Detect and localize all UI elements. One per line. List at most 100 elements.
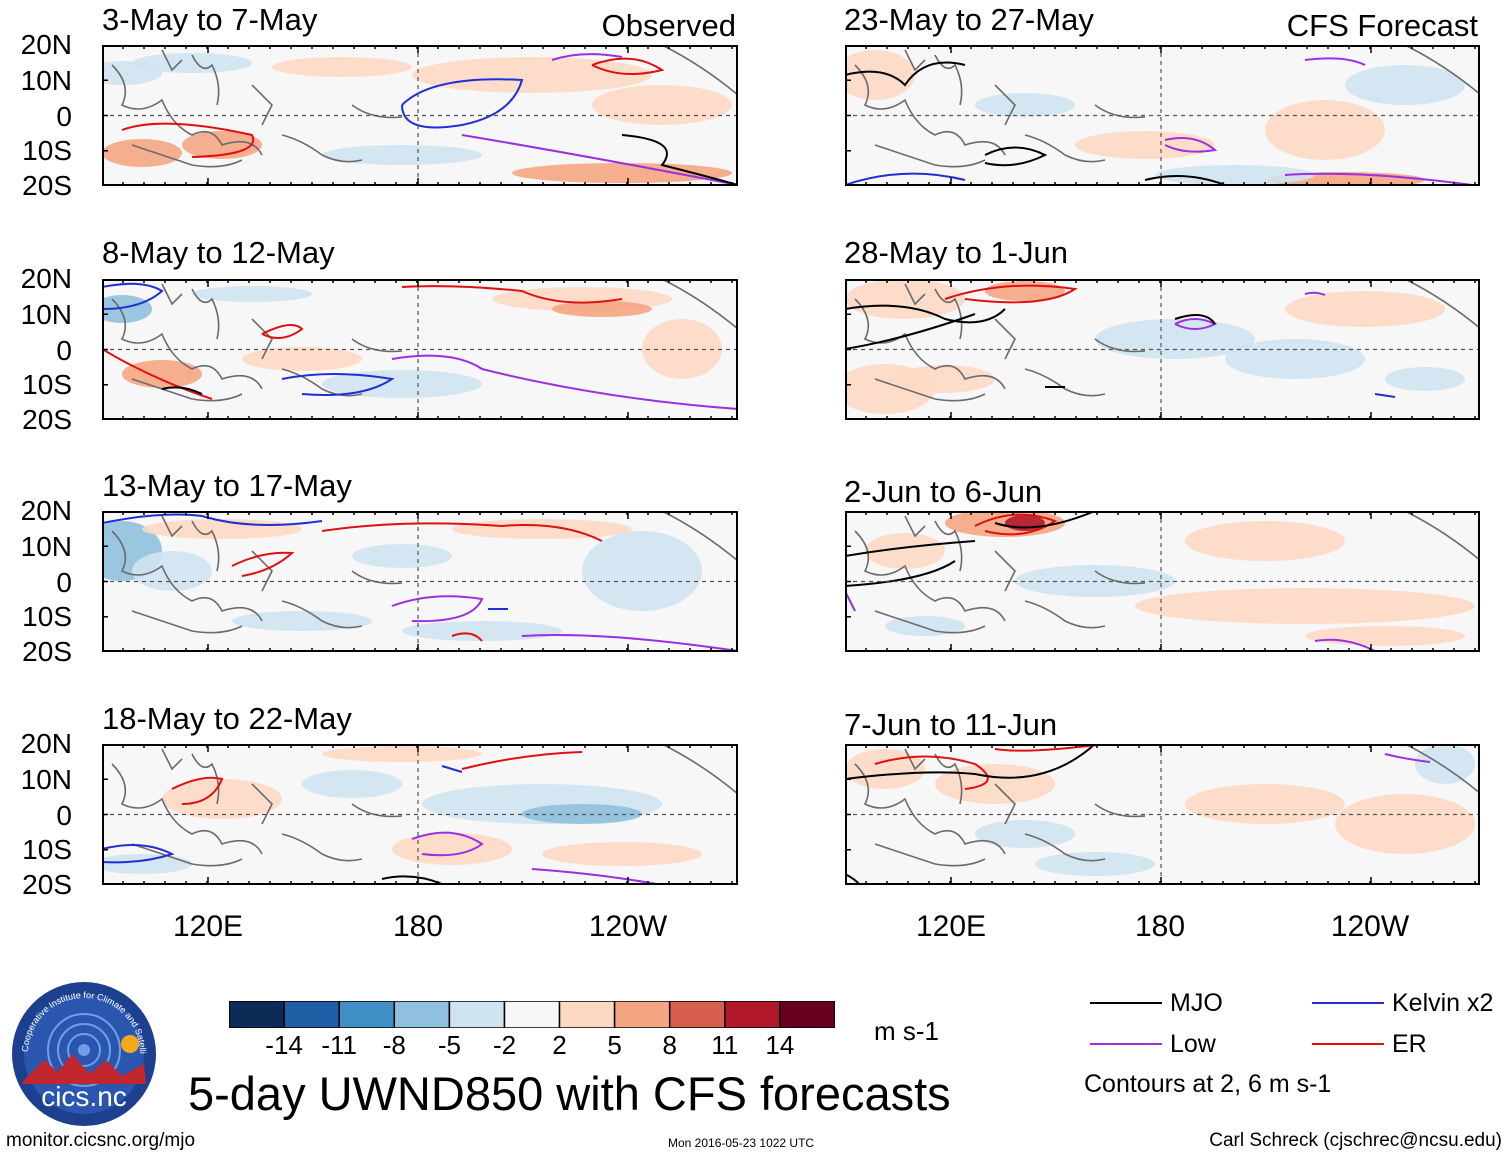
lon-label: 180: [1134, 910, 1186, 943]
wind-anomaly-shading: [582, 531, 702, 611]
colorbar-tick-label: 8: [662, 1030, 677, 1060]
wind-anomaly-shading: [592, 85, 732, 125]
lon-label: 120E: [915, 910, 987, 943]
lat-label: 10S: [22, 135, 72, 166]
wind-anomaly-shading: [122, 360, 202, 388]
lat-label: 10S: [22, 601, 72, 632]
anomaly-contour: [231, 551, 295, 577]
wind-anomaly-shading: [1135, 588, 1475, 624]
colorbar-tick-label: -2: [492, 1030, 517, 1060]
coastline: [161, 49, 183, 72]
coastline: [1404, 45, 1480, 96]
coastline: [281, 134, 363, 163]
coastline: [161, 283, 183, 306]
anomaly-contour: [994, 511, 1096, 529]
colorbar-swatch: [338, 1001, 396, 1028]
anomaly-contour: [1164, 137, 1218, 153]
colorbar-swatch: [779, 1001, 835, 1028]
lat-label: 10N: [20, 65, 72, 96]
lat-label: 0: [56, 567, 72, 598]
legend-label-mjo: MJO: [1170, 989, 1223, 1017]
lat-label: 20S: [22, 636, 72, 667]
map-panel: [102, 45, 738, 186]
legend-swatch-er: [1312, 1043, 1384, 1045]
map-panel: [845, 45, 1480, 186]
wind-anomaly-shading: [1265, 100, 1385, 160]
coastline: [1024, 368, 1106, 397]
wind-anomaly-shading: [102, 854, 192, 874]
anomaly-contour: [102, 844, 175, 864]
wind-anomaly-shading: [162, 779, 282, 819]
wind-anomaly-shading: [192, 286, 312, 302]
coastline: [661, 279, 738, 330]
coastline: [251, 318, 273, 360]
wind-anomaly-shading: [845, 749, 925, 789]
coastline: [281, 368, 363, 397]
coastline: [191, 54, 220, 106]
anomaly-contour: [551, 53, 623, 61]
coastline: [874, 843, 986, 867]
footer-url: monitor.cicsnc.org/mjo: [6, 1130, 196, 1151]
lon-label: 120W: [588, 910, 668, 943]
map-panel: [102, 279, 738, 420]
map-panel: [102, 744, 738, 885]
colorbar-tick-label: -11: [321, 1030, 358, 1060]
coastline: [874, 378, 986, 402]
coastline: [994, 783, 1016, 825]
coastline: [1404, 744, 1480, 795]
wind-anomaly-shading: [352, 544, 452, 568]
colorbar-swatch: [503, 1001, 561, 1028]
wind-anomaly-shading: [1385, 367, 1465, 391]
anomaly-contour: [391, 595, 484, 623]
wind-anomaly-shading: [1335, 794, 1475, 854]
panel-title: 13-May to 17-May: [102, 468, 352, 503]
coastline: [161, 515, 183, 538]
coastline: [904, 49, 926, 72]
colorbar-tick-label: -14: [265, 1030, 303, 1060]
anomaly-contour: [1384, 753, 1431, 763]
lat-label: 20S: [22, 869, 72, 900]
coastline: [281, 833, 363, 862]
footer-credit: Carl Schreck (cjschrec@ncsu.edu): [1209, 1130, 1502, 1151]
coastline: [251, 84, 273, 126]
map-panel: [845, 279, 1480, 420]
wind-anomaly-shading: [845, 50, 915, 100]
anomaly-contour: [845, 304, 1006, 324]
wind-anomaly-shading: [412, 57, 652, 93]
wind-anomaly-shading: [402, 621, 562, 641]
anomaly-contour: [441, 765, 463, 773]
anomaly-contour: [261, 324, 304, 339]
wind-anomaly-shading: [1185, 521, 1345, 561]
coastline: [1404, 511, 1480, 562]
anomaly-contour: [1374, 393, 1396, 398]
wind-anomaly-shading: [322, 746, 482, 762]
anomaly-contour: [874, 755, 989, 790]
anomaly-contour: [461, 751, 583, 770]
coastline: [1024, 134, 1106, 163]
panel-title: 3-May to 7-May: [102, 2, 318, 37]
colorbar-swatch: [448, 1001, 506, 1028]
colorbar-tick-label: 11: [711, 1030, 739, 1060]
wind-anomaly-shading: [272, 57, 412, 77]
coastline: [131, 610, 243, 634]
legend-swatch-low: [1090, 1043, 1162, 1045]
colorbar-swatch: [613, 1001, 671, 1028]
colorbar-tick-label: 2: [552, 1030, 567, 1060]
legend-label-low: Low: [1170, 1030, 1216, 1058]
wind-anomaly-shading: [865, 533, 945, 569]
wind-anomaly-shading: [142, 519, 302, 539]
coastline: [994, 550, 1016, 592]
wind-anomaly-shading: [1075, 131, 1215, 159]
anomaly-contour: [321, 522, 603, 542]
wind-anomaly-shading: [1035, 852, 1155, 876]
coastline: [934, 520, 963, 572]
anomaly-contour: [451, 632, 483, 642]
lon-label: 180: [392, 910, 444, 943]
anomaly-contour: [845, 61, 966, 87]
anomaly-contour: [121, 122, 255, 158]
anomaly-contour: [1174, 314, 1216, 325]
wind-anomaly-shading: [1225, 339, 1365, 379]
legend-swatch-mjo: [1090, 1002, 1162, 1004]
anomaly-contour: [411, 831, 484, 857]
